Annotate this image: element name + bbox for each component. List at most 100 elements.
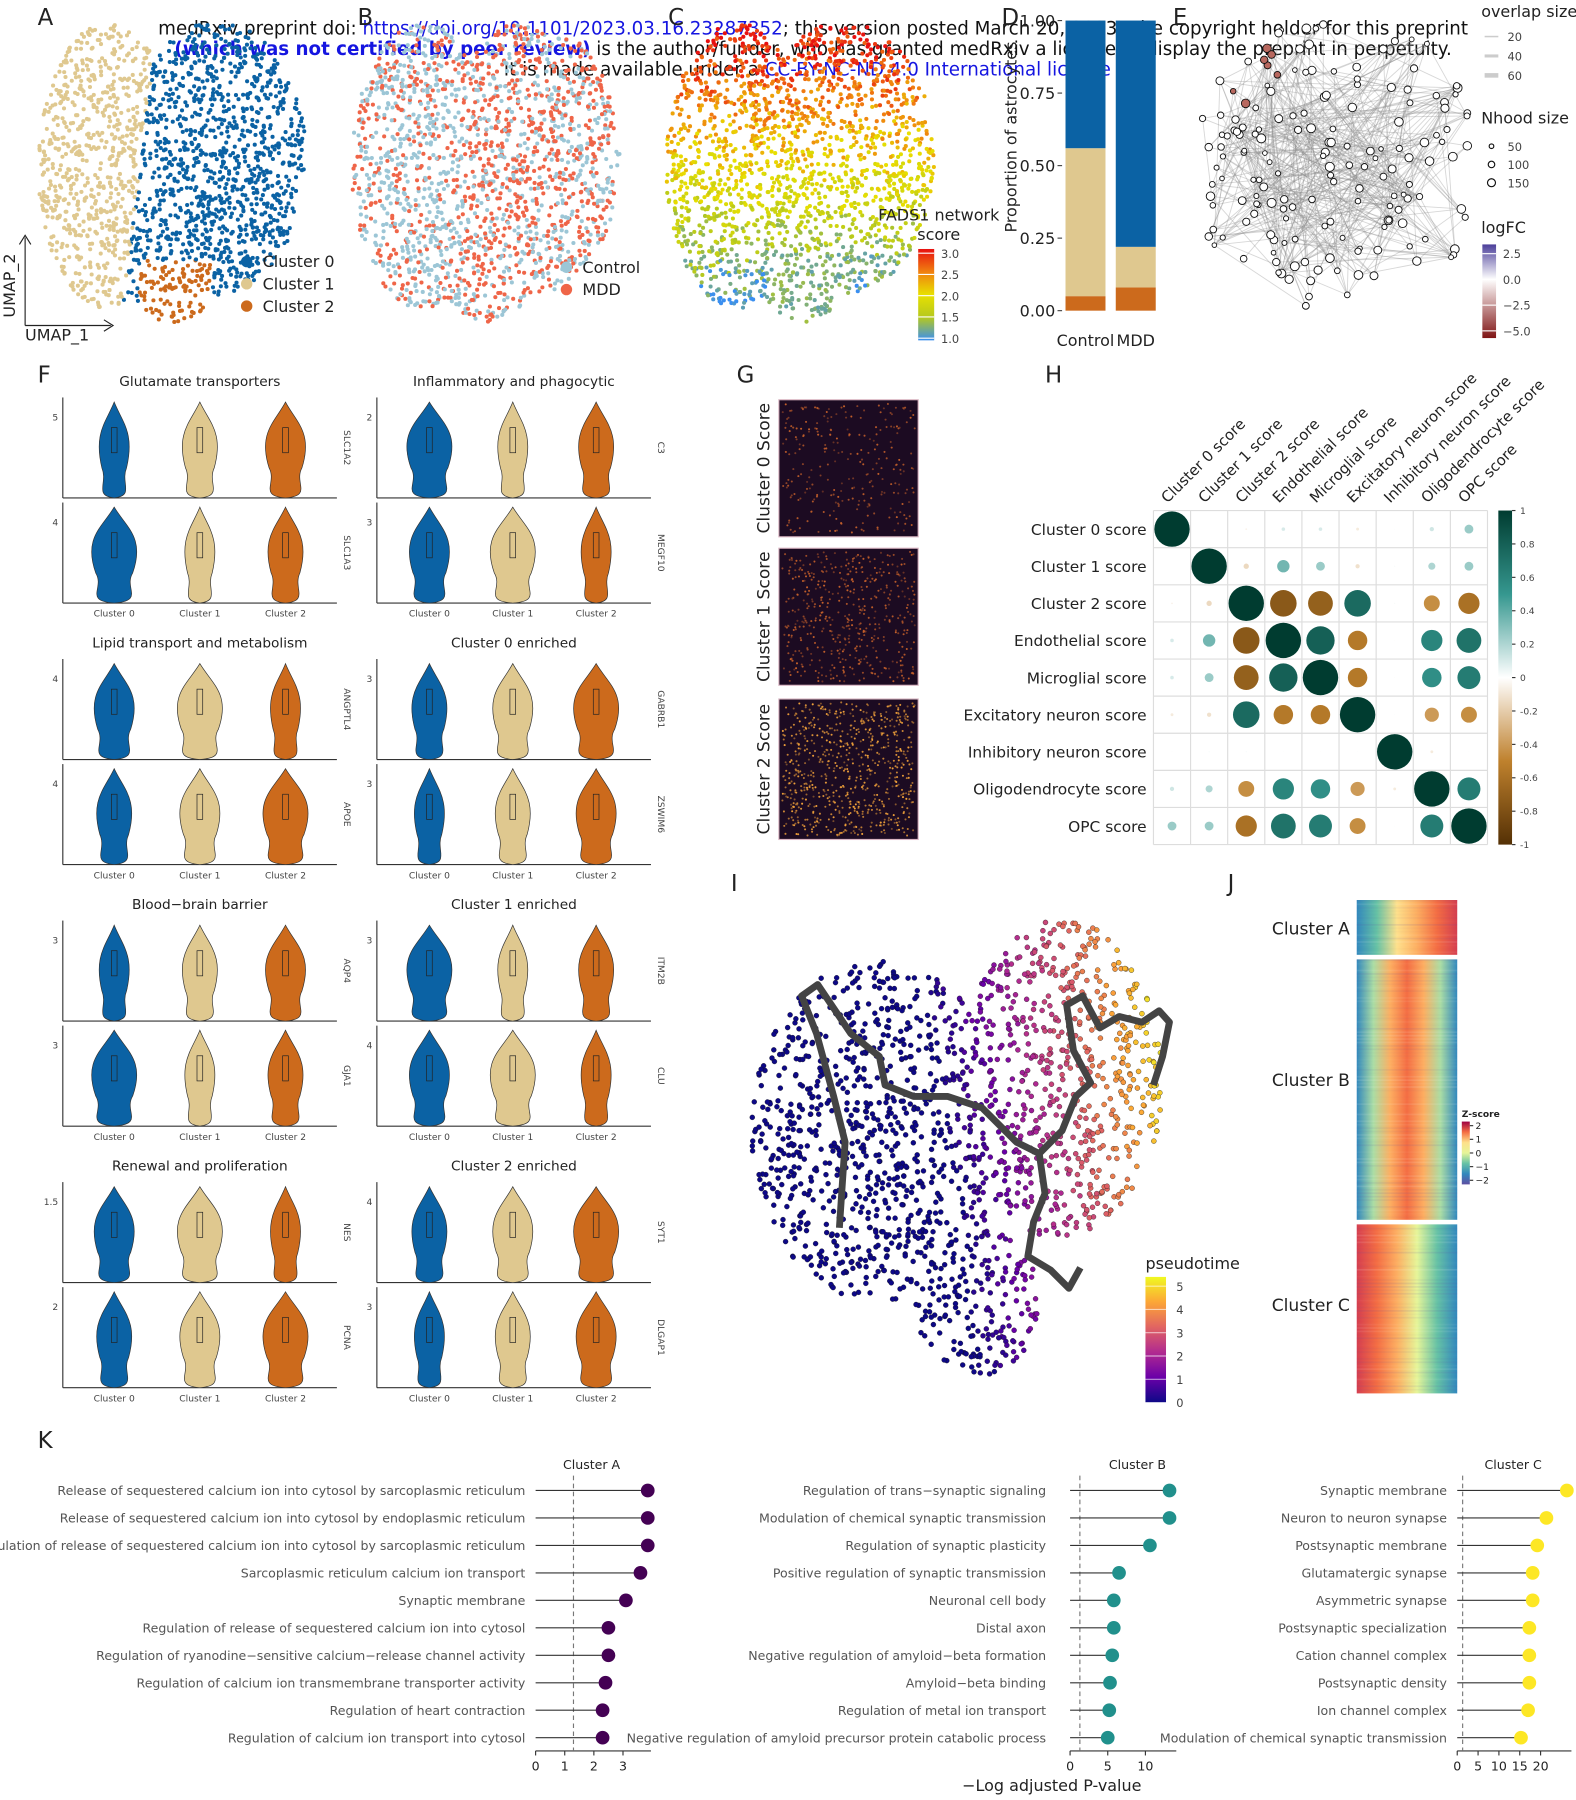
umap-point [388,184,392,188]
umap-point [232,206,236,210]
umap-point [536,83,540,87]
umap-point [471,265,475,269]
umap-point [683,126,687,130]
umap-point [371,259,375,263]
umap-point [265,84,269,88]
umap-point [362,121,366,125]
umap-point [197,33,201,37]
umap-point [416,236,420,240]
umap-point [254,270,258,274]
umap-point [746,74,750,78]
umap-point [130,291,134,295]
umap-point [922,198,926,202]
umap-point [426,67,430,71]
umap-point [457,296,461,300]
umap-point [171,40,175,44]
umap-point [62,258,66,262]
umap-point [359,145,363,149]
umap-point [586,77,590,81]
umap-point [491,49,495,53]
umap-point [203,55,207,59]
umap-point [167,49,171,53]
umap-point [161,270,165,274]
umap-point [371,80,375,84]
umap-point [903,200,907,204]
umap-point [231,23,235,27]
umap-point [251,186,255,190]
umap-point [463,152,467,156]
umap-point [608,217,612,221]
umap-point [63,121,67,125]
umap-point [436,41,440,45]
umap-point [57,70,61,74]
umap-point [426,113,430,117]
umap-point [571,192,575,196]
umap-point [443,103,447,107]
umap-point [77,149,81,153]
umap-point [444,276,448,280]
umap-point [401,219,405,223]
umap-point [548,284,552,288]
umap-point [531,242,535,246]
umap-point [378,146,382,150]
umap-point [428,223,432,227]
umap-point [113,247,117,251]
umap-point [255,62,259,66]
umap-point [695,72,699,76]
umap-point [444,96,448,100]
umap-point [540,186,544,190]
umap-point [871,199,875,203]
umap-point [85,281,89,285]
umap-point [539,122,543,126]
umap-point [367,116,371,120]
umap-point [461,212,465,216]
umap-point [379,156,383,160]
umap-point [136,242,140,246]
umap-point [357,118,361,122]
umap-point [471,75,475,79]
umap-point [423,269,427,273]
umap-point [51,103,55,107]
umap-point [416,49,420,53]
umap-point [518,196,522,200]
umap-point [598,214,602,218]
umap-point [451,153,455,157]
umap-point [483,231,487,235]
umap-point [894,251,898,255]
umap-point [495,126,499,130]
umap-point [392,281,396,285]
umap-point [498,84,502,88]
umap-point [109,35,113,39]
umap-point [537,208,541,212]
umap-point [553,281,557,285]
umap-point [497,154,501,158]
umap-point [554,237,558,241]
umap-point [81,61,85,65]
umap-point [686,78,690,82]
umap-point [205,229,209,233]
umap-point [241,185,245,189]
umap-point [529,237,533,241]
umap-point [190,31,194,35]
umap-point [516,154,520,158]
umap-point [80,32,84,36]
umap-point [412,269,416,273]
umap-point [187,241,191,245]
umap-point [496,94,500,98]
umap-point [533,97,537,101]
umap-point [573,49,577,53]
umap-point [302,129,306,133]
umap-point [125,134,129,138]
umap-point [441,128,445,132]
umap-point [475,240,479,244]
umap-point [544,247,548,251]
umap-point [575,156,579,160]
umap-point [365,145,369,149]
umap-point [385,195,389,199]
umap-point [577,249,581,253]
umap-point [512,176,516,180]
umap-point [154,149,158,153]
umap-point [144,56,148,60]
umap-point [555,158,559,162]
umap-point [224,191,228,195]
